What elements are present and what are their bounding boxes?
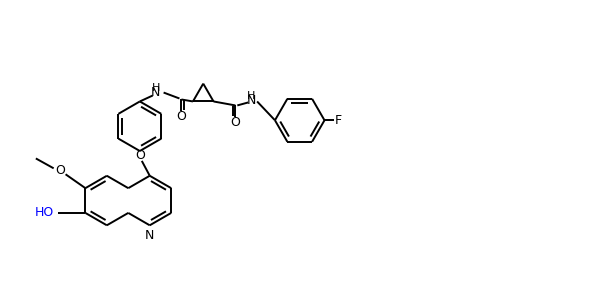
- Text: N: N: [246, 94, 256, 107]
- Text: HO: HO: [35, 206, 53, 219]
- Text: O: O: [135, 150, 144, 163]
- Text: N: N: [145, 229, 154, 242]
- Text: H: H: [247, 91, 256, 101]
- Text: O: O: [177, 110, 186, 123]
- Text: N: N: [151, 86, 160, 99]
- Text: O: O: [231, 116, 240, 129]
- Text: H: H: [152, 82, 160, 93]
- Text: O: O: [56, 164, 66, 177]
- Text: F: F: [335, 114, 342, 127]
